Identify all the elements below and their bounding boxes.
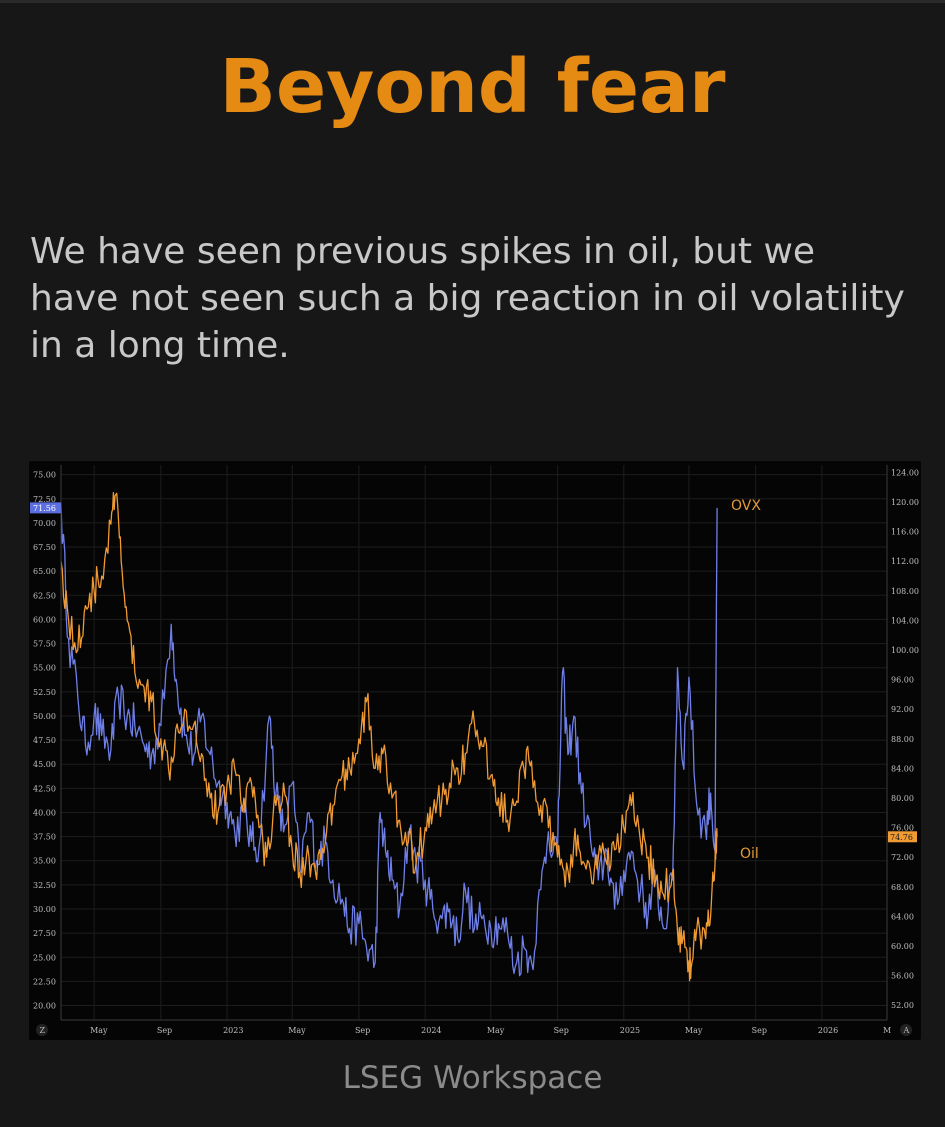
y-left-tick-label: 52.50 — [33, 688, 56, 697]
y-left-tick-label: 37.50 — [33, 833, 56, 842]
badge-text: 71.56 — [33, 504, 56, 513]
series-label-ovx: OVX — [731, 498, 761, 514]
y-left-tick-label: 65.00 — [33, 567, 56, 576]
badge-text: 74.76 — [890, 833, 913, 842]
series-line-ovx — [60, 503, 718, 977]
axes: 75.00 72.50 70.00 67.50 65.00 62.50 60.00 57.50… — [30, 465, 919, 1036]
y-left-tick-label: 20.00 — [33, 1002, 56, 1011]
y-left-tick-label: 35.00 — [33, 857, 56, 866]
corner-button-label[interactable]: A — [903, 1026, 910, 1035]
y-right-tick-label: 60.00 — [891, 942, 914, 951]
page-subtitle: We have seen previous spikes in oil, but… — [30, 231, 905, 366]
x-tick-label: 2023 — [223, 1026, 243, 1035]
y-left-tick-label: 72.50 — [33, 495, 56, 504]
x-tick-label: 2024 — [421, 1026, 441, 1035]
y-left-tick-label: 70.00 — [33, 519, 56, 528]
y-left-tick-label: 45.00 — [33, 760, 56, 769]
y-right-tick-label: 88.00 — [891, 735, 914, 744]
chart-panel[interactable]: 75.00 72.50 70.00 67.50 65.00 62.50 60.00 57.50… — [29, 461, 921, 1040]
y-left-tick-label: 42.50 — [33, 784, 56, 793]
y-right-tick-label: 116.00 — [891, 528, 919, 537]
y-right-tick-label: 108.00 — [891, 587, 919, 596]
y-left-tick-label: 55.00 — [33, 664, 56, 673]
last-value-badge-oil: 74.76 — [888, 831, 917, 843]
x-tick-label: May — [487, 1026, 505, 1035]
series-label-oil: Oil — [740, 846, 759, 862]
x-tick-label: Sep — [752, 1026, 767, 1035]
x-tick-label: Sep — [157, 1026, 172, 1035]
y-right-tick-label: 64.00 — [891, 912, 914, 921]
badge-bg — [888, 831, 917, 843]
x-tick-label: 2026 — [818, 1026, 838, 1035]
corner-button-left[interactable]: Z — [36, 1024, 48, 1036]
y-left-tick-label: 40.00 — [33, 808, 56, 817]
corner-button-right[interactable]: A — [900, 1024, 912, 1036]
y-left-tick-label: 50.00 — [33, 712, 56, 721]
x-tick-label: M — [883, 1026, 891, 1035]
x-tick-label: May — [288, 1026, 306, 1035]
last-value-badge-ovx: 71.56 — [30, 502, 61, 514]
y-right-tick-label: 72.00 — [891, 853, 914, 862]
grid-lines — [61, 465, 888, 1020]
y-right-tick-label: 96.00 — [891, 676, 914, 685]
badge-bg — [30, 502, 61, 514]
y-left-tick-label: 32.50 — [33, 881, 56, 890]
y-left-tick-label: 60.00 — [33, 615, 56, 624]
y-left-tick-label: 62.50 — [33, 591, 56, 600]
y-left-tick-label: 75.00 — [33, 471, 56, 480]
y-right-tick-label: 120.00 — [891, 498, 919, 507]
x-tick-label: May — [685, 1026, 703, 1035]
corner-button-bg[interactable] — [900, 1024, 912, 1036]
y-right-tick-label: 112.00 — [891, 557, 919, 566]
page-title: Beyond fear — [219, 44, 726, 130]
y-right-tick-label: 84.00 — [891, 764, 914, 773]
y-right-tick-label: 68.00 — [891, 883, 914, 892]
corner-button-bg[interactable] — [36, 1024, 48, 1036]
y-left-tick-label: 27.50 — [33, 929, 56, 938]
x-tick-label: 2025 — [620, 1026, 640, 1035]
source-label: LSEG Workspace — [342, 1060, 603, 1096]
y-right-tick-label: 56.00 — [891, 972, 914, 981]
chart-svg[interactable]: 75.00 72.50 70.00 67.50 65.00 62.50 60.00 57.50… — [29, 461, 921, 1040]
series-lines — [60, 492, 718, 982]
series-line-oil — [60, 492, 718, 982]
y-left-tick-label: 30.00 — [33, 905, 56, 914]
y-left-tick-label: 67.50 — [33, 543, 56, 552]
corner-button-label[interactable]: Z — [40, 1026, 46, 1035]
x-tick-label: Sep — [355, 1026, 370, 1035]
top-bar — [0, 0, 945, 3]
x-tick-label: May — [90, 1026, 108, 1035]
x-tick-label: Sep — [554, 1026, 569, 1035]
y-right-tick-label: 76.00 — [891, 824, 914, 833]
y-left-tick-label: 57.50 — [33, 640, 56, 649]
y-left-tick-label: 22.50 — [33, 977, 56, 986]
y-right-tick-label: 124.00 — [891, 468, 919, 477]
y-right-tick-label: 92.00 — [891, 705, 914, 714]
y-right-tick-label: 80.00 — [891, 794, 914, 803]
y-right-tick-label: 52.00 — [891, 1001, 914, 1010]
y-right-tick-label: 104.00 — [891, 616, 919, 625]
y-right-tick-label: 100.00 — [891, 646, 919, 655]
y-left-tick-label: 47.50 — [33, 736, 56, 745]
y-left-tick-label: 25.00 — [33, 953, 56, 962]
